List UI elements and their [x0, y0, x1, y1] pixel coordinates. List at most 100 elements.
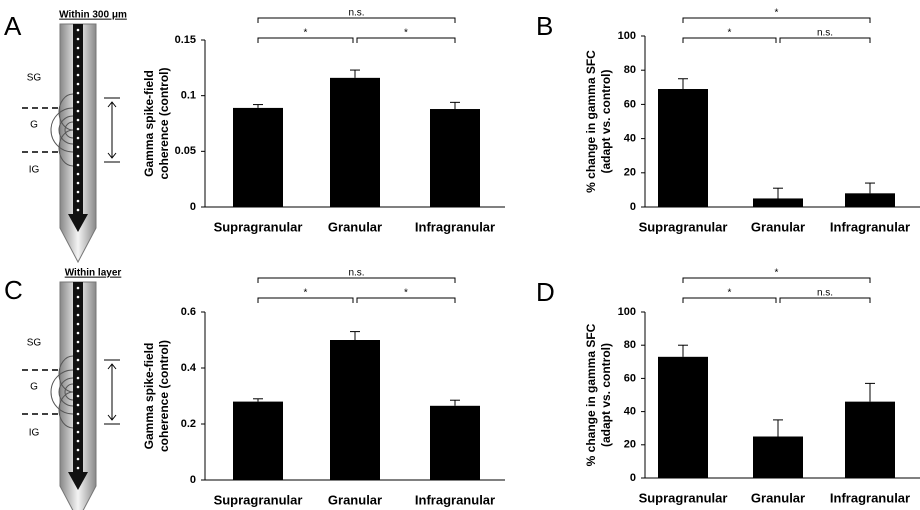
y-tick-label: 40 [624, 406, 636, 418]
field-arc [58, 93, 74, 131]
contact [76, 358, 80, 362]
y-tick-label: 20 [624, 167, 636, 179]
y-tick-label: 0.2 [181, 418, 196, 430]
contact [76, 331, 80, 335]
bar [658, 89, 708, 207]
y-tick-label: 60 [624, 98, 636, 110]
field-arc [58, 355, 74, 393]
contact [76, 46, 80, 50]
field-arc [50, 107, 74, 153]
significance-label: n.s. [817, 28, 833, 39]
contact [76, 91, 80, 95]
contact [76, 37, 80, 41]
bar [330, 77, 380, 207]
contact [76, 181, 80, 185]
significance-label: * [304, 288, 308, 299]
significance-bracket [257, 37, 354, 43]
arrow-head [107, 414, 117, 421]
contact [76, 208, 80, 212]
panel-letter: B [536, 11, 553, 41]
y-tick-label: 100 [618, 306, 636, 318]
significance-label: * [404, 288, 408, 299]
contact [76, 376, 80, 380]
contact [76, 322, 80, 326]
contact [76, 430, 80, 434]
panel-letter: A [4, 11, 22, 41]
y-tick-label: 80 [624, 339, 636, 351]
electrode-tip [68, 472, 88, 490]
panel-letter: C [4, 275, 23, 305]
y-axis-label: (adapt vs. control) [599, 343, 613, 447]
contact [76, 82, 80, 86]
y-tick-label: 80 [624, 64, 636, 76]
x-tick-label: Infragranular [415, 492, 495, 507]
x-tick-label: Granular [328, 219, 382, 234]
x-tick-label: Supragranular [214, 492, 303, 507]
y-tick-label: 20 [624, 439, 636, 451]
bar [658, 356, 708, 478]
x-tick-label: Granular [328, 492, 382, 507]
y-axis-label: coherence (control) [157, 340, 171, 452]
contact [76, 421, 80, 425]
field-arc [64, 383, 74, 401]
contact [76, 28, 80, 32]
y-tick-label: 40 [624, 133, 636, 145]
x-tick-label: Supragranular [639, 219, 728, 234]
bar [845, 193, 895, 207]
significance-label: * [775, 8, 779, 19]
contact [76, 394, 80, 398]
x-tick-label: Infragranular [830, 490, 910, 505]
bar [845, 401, 895, 478]
y-tick-label: 0 [630, 201, 636, 213]
contact [76, 199, 80, 203]
y-tick-label: 0.1 [181, 90, 196, 102]
x-tick-label: Granular [751, 219, 805, 234]
y-tick-label: 0 [190, 474, 196, 486]
bar [330, 340, 380, 480]
contact [76, 172, 80, 176]
contact [76, 64, 80, 68]
field-arc [50, 369, 74, 415]
layer-label: IG [29, 165, 40, 176]
significance-label: * [728, 28, 732, 39]
arrow-head [107, 363, 117, 370]
significance-label: n.s. [348, 8, 364, 19]
contact [76, 349, 80, 353]
contact [76, 286, 80, 290]
x-tick-label: Supragranular [214, 219, 303, 234]
contact [76, 163, 80, 167]
diagram-title: Within 300 μm [59, 10, 127, 21]
y-axis-label: % change in gamma SFC [584, 50, 598, 193]
contact [76, 457, 80, 461]
contact [76, 340, 80, 344]
significance-bracket [356, 37, 456, 43]
significance-label: n.s. [348, 268, 364, 279]
field-arc [64, 121, 74, 139]
y-tick-label: 0.6 [181, 306, 196, 318]
contact [76, 367, 80, 371]
x-tick-label: Supragranular [639, 490, 728, 505]
x-tick-label: Infragranular [415, 219, 495, 234]
significance-bracket [257, 17, 456, 23]
contact [76, 109, 80, 113]
y-axis-label: % change in gamma SFC [584, 323, 598, 466]
y-tick-label: 100 [618, 30, 636, 42]
field-arc [58, 129, 74, 167]
layer-label: SG [27, 338, 42, 349]
y-axis-label: (adapt vs. control) [599, 69, 613, 173]
significance-label: * [775, 268, 779, 279]
layer-label: IG [29, 428, 40, 439]
arrow-head [107, 152, 117, 159]
significance-bracket [779, 37, 871, 43]
significance-bracket [682, 17, 871, 23]
significance-bracket [257, 297, 354, 303]
layer-label: G [30, 120, 38, 131]
y-tick-label: 60 [624, 372, 636, 384]
bar [233, 107, 283, 207]
contact [76, 304, 80, 308]
contact [76, 100, 80, 104]
diagram-title: Within layer [65, 268, 122, 279]
y-tick-label: 0 [190, 201, 196, 213]
electrode-tip [68, 214, 88, 232]
